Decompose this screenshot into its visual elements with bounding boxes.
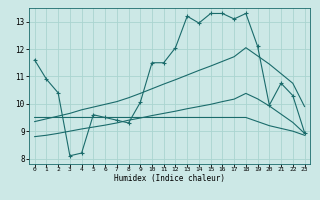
X-axis label: Humidex (Indice chaleur): Humidex (Indice chaleur) xyxy=(114,174,225,183)
